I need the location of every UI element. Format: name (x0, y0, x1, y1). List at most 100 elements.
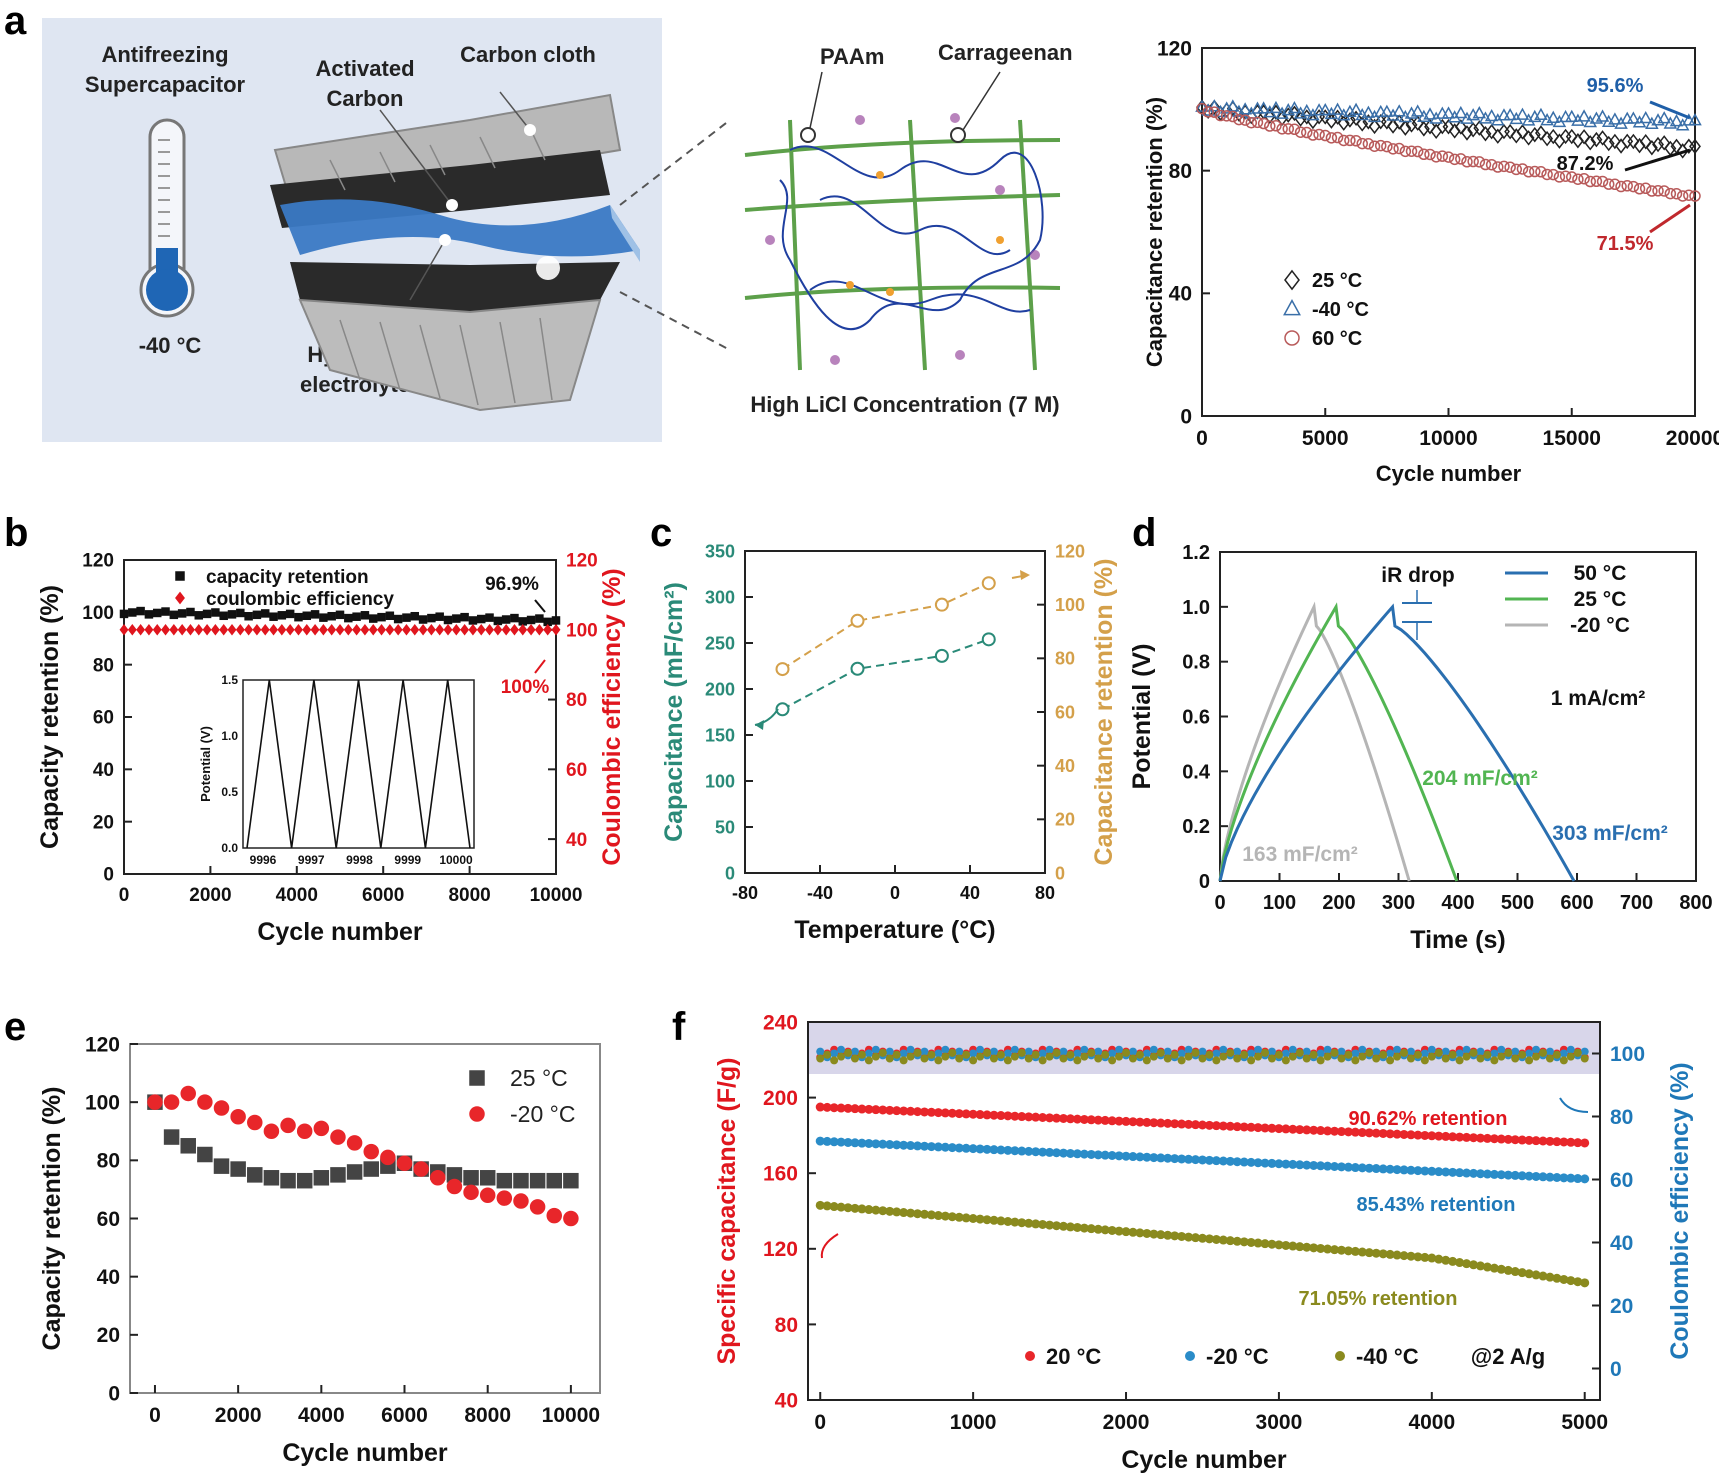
inset-y-tick-label: 0.0 (221, 841, 238, 855)
data-point (1170, 1231, 1180, 1241)
y-tick-label: 20 (93, 812, 114, 833)
data-point (1128, 1152, 1138, 1162)
data-point (1350, 1127, 1360, 1137)
series-annotation: 204 mF/cm² (1422, 767, 1538, 790)
data-point (1406, 1165, 1416, 1175)
data-point (1427, 1131, 1437, 1141)
ce-point (1247, 1056, 1256, 1065)
x-tick-label: 40 (960, 883, 980, 903)
ce-point (1219, 1045, 1228, 1054)
data-point (1621, 133, 1634, 150)
data-point (1135, 1228, 1145, 1238)
data-point (1307, 129, 1319, 141)
data-point (1281, 1240, 1291, 1250)
data-point (1267, 1158, 1277, 1168)
data-point (1269, 100, 1283, 114)
ce-point (934, 1049, 943, 1058)
data-point (850, 1138, 860, 1148)
data-point (377, 623, 386, 636)
data-point (1632, 115, 1647, 128)
data-point (1031, 1147, 1041, 1157)
data-point (1510, 1170, 1520, 1180)
data-point (1571, 113, 1585, 126)
data-point (1462, 1259, 1472, 1269)
label-paam: PAAm (820, 44, 884, 69)
data-point (1547, 168, 1560, 181)
data-point (926, 1142, 936, 1152)
ce-point (1233, 1054, 1242, 1063)
data-point (1683, 189, 1695, 201)
ce-point (1115, 1052, 1124, 1061)
data-point (1689, 138, 1701, 155)
legend-label: -20 °C (1206, 1344, 1269, 1369)
data-point (1211, 1121, 1221, 1131)
data-point (947, 1108, 957, 1118)
data-point (360, 611, 370, 620)
annotation-arrow (534, 599, 546, 613)
y2-tick-label: 60 (1055, 702, 1075, 722)
annotation-arrow (1649, 100, 1691, 120)
data-point (260, 623, 270, 636)
data-point (1489, 1134, 1499, 1144)
panel-label-a: a (4, 0, 27, 43)
y2-axis-label: Capacitance retention (%) (1090, 558, 1118, 865)
data-point (1454, 105, 1468, 119)
data-point (1448, 153, 1461, 166)
data-point (913, 1141, 923, 1151)
ce-point (1267, 1047, 1276, 1056)
ce-point (1552, 1050, 1561, 1059)
data-point (1472, 106, 1487, 119)
ce-point (1469, 1048, 1478, 1057)
data-point (1086, 1224, 1096, 1234)
ce-point (1024, 1054, 1033, 1063)
data-point (346, 1164, 363, 1180)
y2-tick-label: 80 (566, 690, 587, 711)
data-point (850, 661, 865, 676)
ce-point (1184, 1045, 1193, 1054)
data-point (144, 623, 154, 636)
data-point (393, 614, 403, 624)
y2-axis-label: Coulombic efficiency (%) (598, 568, 626, 865)
inset-x-tick-label: 9998 (346, 853, 373, 867)
y-tick-label: 60 (93, 708, 114, 729)
data-point (463, 1184, 479, 1201)
data-point (1336, 108, 1351, 121)
ce-point (1052, 1048, 1061, 1057)
ce-point (1059, 1047, 1068, 1056)
ce-point (969, 1056, 978, 1065)
data-point (1201, 103, 1215, 116)
data-point (1469, 1260, 1479, 1270)
ce-point (864, 1056, 873, 1065)
data-point (443, 615, 453, 625)
inset-x-tick-label: 9999 (394, 853, 421, 867)
data-point (1121, 1116, 1131, 1126)
data-point (1436, 118, 1449, 135)
ce-point (1288, 1045, 1297, 1054)
data-point (1430, 151, 1442, 163)
series-2 (1196, 102, 1701, 202)
data-point (1577, 109, 1591, 122)
data-point (177, 623, 187, 636)
data-point (961, 1109, 971, 1119)
data-point (1362, 138, 1375, 150)
data-point (1664, 187, 1677, 200)
data-point (127, 623, 137, 636)
x-axis-label: Cycle number (257, 918, 423, 946)
data-point (1521, 113, 1536, 126)
y2-tick-label: 100 (566, 620, 598, 641)
data-point (1017, 1112, 1027, 1122)
x-axis-label: Time (s) (1410, 926, 1505, 954)
data-point (1448, 1132, 1458, 1142)
data-point (1295, 1160, 1305, 1170)
data-point (468, 623, 478, 636)
data-point (961, 1213, 971, 1223)
x-tick-label: -40 (807, 883, 833, 903)
annotation-label: 90.62% retention (1349, 1108, 1508, 1130)
polymer-network-illustration: PAAm Carrageenan High LiCl Concentration… (744, 40, 1073, 417)
ce-point (899, 1049, 908, 1058)
data-point (968, 1109, 978, 1119)
data-point (1559, 128, 1572, 145)
data-point (247, 1167, 263, 1183)
data-point (1267, 1239, 1277, 1249)
data-point (1621, 180, 1633, 192)
